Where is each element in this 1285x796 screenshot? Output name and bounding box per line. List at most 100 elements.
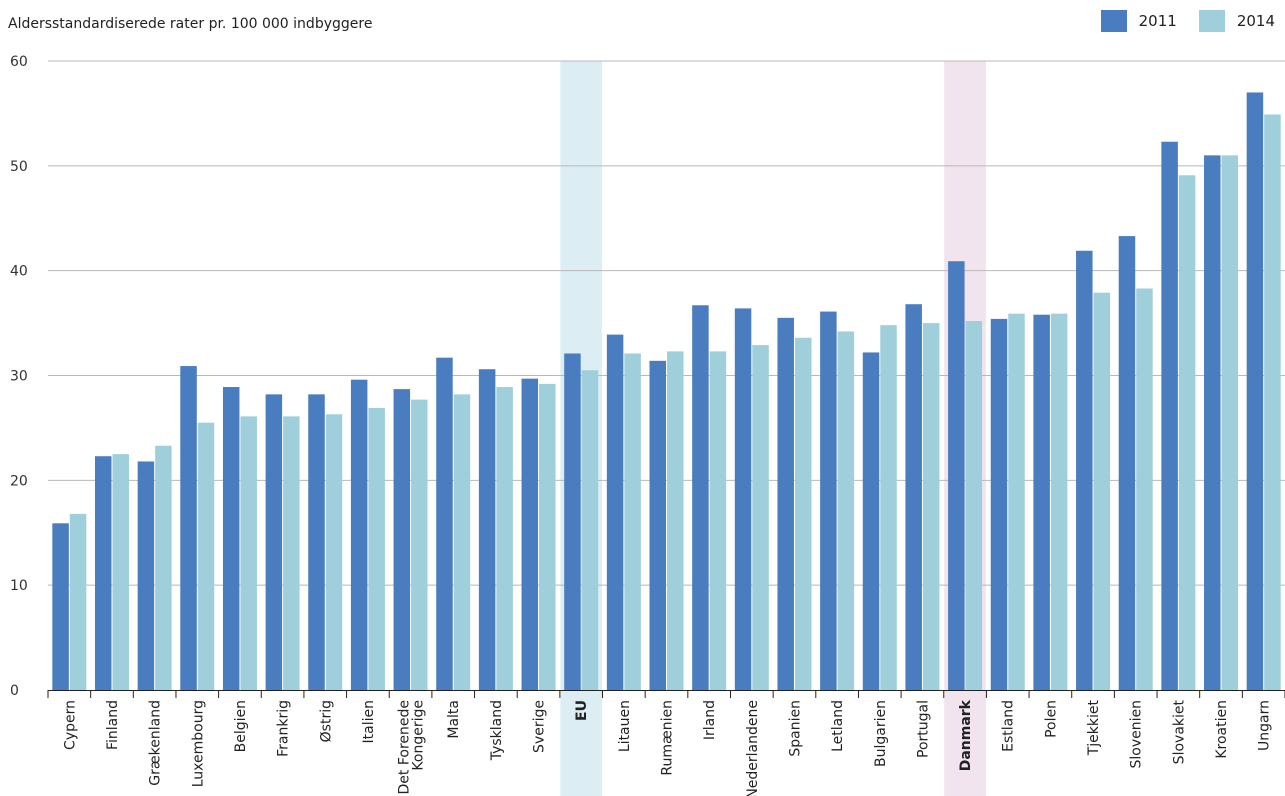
bar-2011-24	[1076, 250, 1093, 690]
bar-2011-9	[436, 357, 453, 690]
svg-text:Finland: Finland	[105, 700, 121, 750]
x-tick-label-6: Østrig	[318, 700, 334, 742]
bar-2011-5	[265, 394, 283, 690]
svg-text:Nederlandene: Nederlandene	[745, 700, 761, 796]
x-tick-label-14: Rumænien	[660, 700, 676, 776]
bar-2011-0	[52, 523, 69, 690]
svg-text:Kroatien: Kroatien	[1214, 700, 1230, 759]
bar-2011-27	[1204, 155, 1221, 691]
x-tick-label-19: Bulgarien	[873, 700, 889, 767]
bar-2011-18	[820, 311, 837, 690]
bar-2011-13	[606, 334, 624, 690]
bar-2014-3	[197, 422, 215, 690]
x-tick-label-1: Finland	[105, 700, 121, 750]
bar-2011-17	[777, 317, 794, 690]
bar-2014-16	[752, 345, 769, 690]
svg-text:Ungarn: Ungarn	[1257, 700, 1273, 751]
bar-2014-9	[453, 394, 471, 690]
bar-2014-13	[624, 353, 641, 690]
x-tick-label-22: Estland	[1001, 700, 1017, 752]
svg-text:Slovenien: Slovenien	[1129, 700, 1145, 769]
bar-2014-7	[368, 407, 385, 690]
svg-text:Letland: Letland	[830, 700, 846, 752]
x-tick-label-9: Malta	[446, 700, 462, 739]
bar-2014-10	[496, 387, 513, 690]
svg-text:Tyskland: Tyskland	[489, 700, 505, 761]
bar-2014-17	[794, 337, 812, 690]
x-tick-label-0: Cypern	[62, 700, 78, 750]
bar-2014-2	[155, 445, 172, 690]
bar-2014-26	[1178, 175, 1196, 691]
x-tick-label-17: Spanien	[787, 700, 803, 757]
legend-swatch-2011	[1100, 10, 1127, 32]
bar-2014-5	[283, 416, 300, 690]
bar-2014-28	[1264, 114, 1281, 691]
legend-swatch-2014	[1198, 10, 1225, 32]
y-tick-label-50: 50	[10, 159, 28, 175]
bar-2014-15	[709, 351, 727, 690]
x-tick-label-24: Tjekkiet	[1086, 699, 1102, 756]
svg-text:Sverige: Sverige	[532, 700, 548, 753]
svg-text:Cypern: Cypern	[62, 700, 78, 750]
x-tick-label-15: Irland	[702, 700, 718, 740]
bar-2014-11	[539, 383, 556, 690]
x-tick-label-11: Sverige	[532, 700, 548, 753]
svg-text:Litauen: Litauen	[617, 700, 633, 752]
y-tick-label-60: 60	[10, 54, 28, 70]
svg-text:Østrig: Østrig	[318, 700, 334, 742]
bar-2011-4	[222, 387, 240, 690]
bar-2014-6	[325, 414, 343, 690]
svg-text:Malta: Malta	[446, 700, 462, 739]
svg-text:Irland: Irland	[702, 700, 718, 740]
bar-2011-11	[521, 378, 539, 690]
svg-text:Danmark: Danmark	[958, 699, 974, 771]
bar-2014-0	[69, 513, 87, 690]
bar-2011-6	[308, 394, 325, 690]
bar-2011-20	[905, 304, 922, 690]
bar-2014-19	[880, 325, 897, 690]
bar-2011-25	[1118, 236, 1136, 691]
y-tick-label-10: 10	[10, 578, 28, 594]
x-tick-label-25: Slovenien	[1129, 700, 1145, 769]
svg-text:Spanien: Spanien	[787, 700, 803, 757]
bar-2014-23	[1050, 313, 1068, 690]
legend-item-2014[interactable]: 2014	[1198, 10, 1275, 32]
svg-text:Belgien: Belgien	[233, 700, 249, 752]
x-tick-label-13: Litauen	[617, 700, 633, 752]
svg-text:Portugal: Portugal	[915, 700, 931, 758]
x-tick-label-3: Luxembourg	[190, 700, 206, 787]
bar-2014-18	[837, 331, 855, 690]
bar-2011-19	[862, 352, 880, 690]
bar-2011-3	[180, 366, 197, 690]
bar-2011-8	[393, 389, 411, 690]
x-tick-label-27: Kroatien	[1214, 700, 1230, 759]
bar-2014-22	[1008, 313, 1025, 690]
bar-2014-14	[667, 351, 684, 690]
svg-text:Tjekkiet: Tjekkiet	[1086, 699, 1102, 756]
bar-2011-2	[137, 461, 155, 690]
bar-2011-12	[564, 353, 581, 690]
bar-2011-26	[1161, 141, 1178, 690]
bar-2011-28	[1246, 92, 1264, 690]
y-axis-title: Aldersstandardiserede rater pr. 100 000 …	[8, 16, 373, 32]
svg-text:Det ForenedeKongerige: Det ForenedeKongerige	[397, 700, 427, 795]
x-tick-label-23: Polen	[1043, 700, 1059, 738]
legend-item-2011[interactable]: 2011	[1100, 10, 1177, 32]
x-tick-label-20: Portugal	[915, 700, 931, 758]
bar-2011-16	[734, 308, 752, 690]
x-tick-label-2: Grækenland	[148, 700, 164, 786]
x-tick-label-5: Frankrig	[276, 700, 292, 757]
bar-2014-4	[240, 416, 257, 690]
x-tick-label-10: Tyskland	[489, 700, 505, 761]
x-tick-label-21: Danmark	[958, 699, 974, 771]
svg-text:Grækenland: Grækenland	[148, 700, 164, 786]
x-tick-label-12: EU	[574, 700, 590, 721]
bar-2011-23	[1033, 314, 1050, 690]
x-tick-label-8: Det ForenedeKongerige	[397, 700, 427, 795]
x-tick-label-4: Belgien	[233, 700, 249, 752]
svg-text:Rumænien: Rumænien	[660, 700, 676, 776]
bar-2014-12	[581, 370, 599, 690]
bar-2011-22	[990, 318, 1008, 690]
x-tick-label-16: Nederlandene	[745, 700, 761, 796]
